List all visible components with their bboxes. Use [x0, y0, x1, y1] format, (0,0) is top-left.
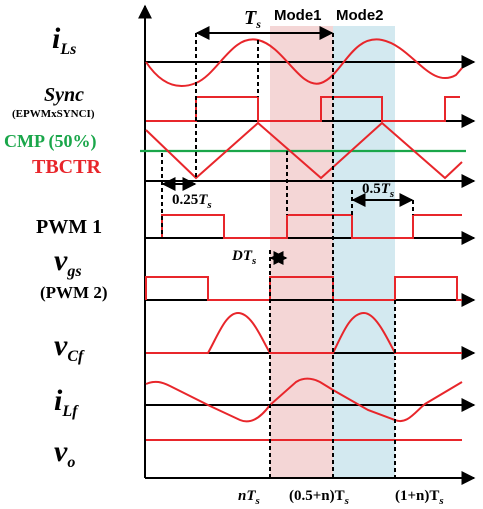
mode1-band	[270, 26, 333, 477]
label-sync-sub: (EPWMxSYNCI)	[12, 108, 95, 120]
label-vgs: vgs	[54, 244, 82, 280]
quarter-label: 0.25Ts	[172, 192, 212, 211]
label-vo: vo	[54, 435, 75, 471]
half-label: 0.5Ts	[362, 181, 394, 200]
time-label-full: (1+n)Ts	[395, 488, 444, 507]
mode2-label: Mode2	[336, 7, 384, 24]
vgs-waveform	[145, 276, 462, 301]
vcf-waveform	[146, 311, 462, 354]
label-vcf: vCf	[54, 329, 85, 365]
time-label-nTs: nTs	[238, 488, 260, 507]
label-pwm2: (PWM 2)	[40, 283, 108, 302]
label-sync: Sync	[44, 84, 84, 106]
ts-label: Ts	[244, 7, 261, 31]
mode2-band	[333, 26, 395, 477]
mode1-label: Mode1	[274, 7, 322, 24]
label-pwm1: PWM 1	[36, 216, 102, 238]
dead-time-label: DTs	[231, 248, 256, 267]
label-ilf: iLf	[54, 384, 79, 420]
label-cmp: CMP (50%)	[4, 131, 96, 152]
label-tbctr: TBCTR	[32, 156, 101, 178]
label-iLs: iLs	[52, 22, 76, 58]
ilf-waveform	[145, 377, 463, 423]
sync-waveform	[146, 96, 460, 122]
time-label-half: (0.5+n)Ts	[289, 488, 349, 507]
